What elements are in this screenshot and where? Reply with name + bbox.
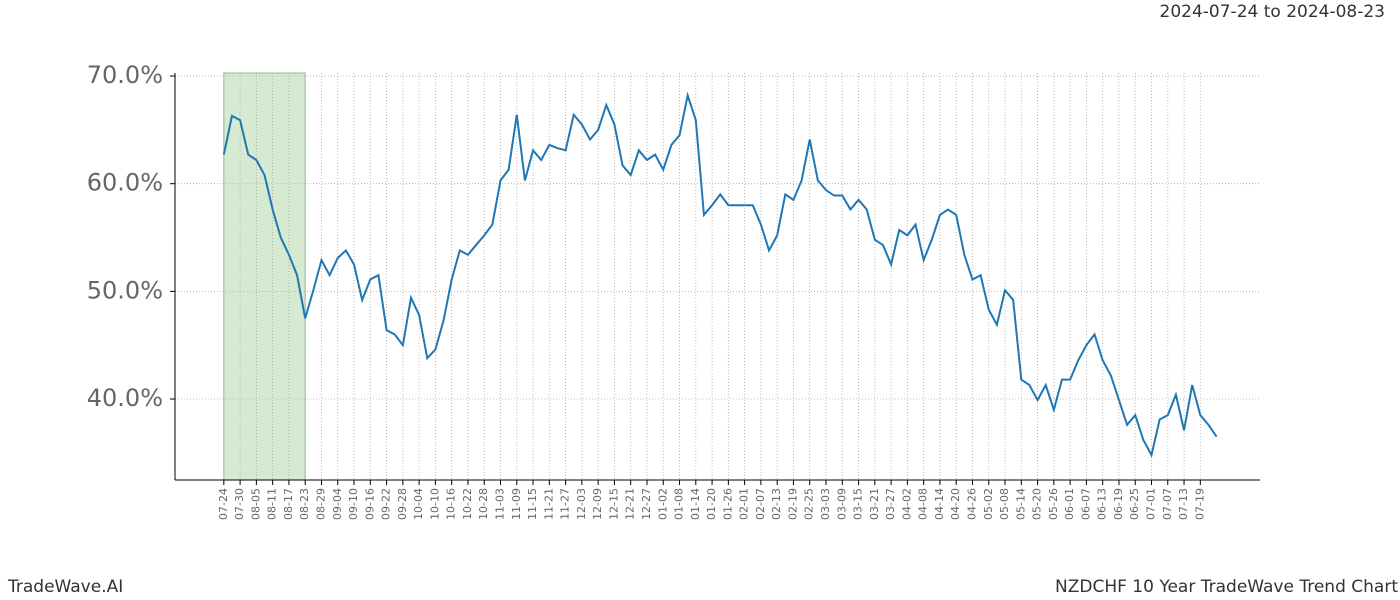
x-tick-label: 04-20: [949, 488, 962, 520]
x-tick-label: 10-10: [428, 488, 441, 520]
x-tick-label: 08-11: [266, 488, 279, 520]
x-tick-label: 09-16: [363, 488, 376, 520]
x-tick-label: 09-10: [347, 488, 360, 520]
x-tick-label: 07-01: [1145, 488, 1158, 520]
y-tick-label: 60.0%: [87, 169, 163, 197]
x-tick-label: 07-13: [1177, 488, 1190, 520]
x-tick-label: 02-07: [754, 488, 767, 520]
brand: TradeWave.AI: [7, 577, 123, 597]
x-tick-label: 09-22: [380, 488, 393, 520]
x-tick-label: 06-25: [1128, 488, 1141, 520]
x-tick-label: 11-27: [559, 488, 572, 520]
x-tick-label: 11-21: [542, 488, 555, 520]
x-tick-label: 08-29: [314, 488, 327, 520]
x-tick-label: 06-01: [1063, 488, 1076, 520]
x-tick-label: 07-19: [1193, 488, 1206, 520]
y-tick-label: 70.0%: [87, 61, 163, 89]
x-tick-label: 03-27: [884, 488, 897, 520]
x-tick-label: 12-03: [575, 488, 588, 520]
x-tick-label: 02-13: [770, 488, 783, 520]
x-tick-label: 04-08: [917, 488, 930, 520]
x-tick-label: 01-20: [705, 488, 718, 520]
x-tick-label: 05-02: [982, 488, 995, 520]
x-tick-label: 07-24: [217, 488, 230, 520]
x-tick-label: 03-15: [852, 488, 865, 520]
x-tick-label: 07-07: [1161, 488, 1174, 520]
x-tick-label: 05-14: [1014, 488, 1027, 520]
x-tick-label: 12-27: [640, 488, 653, 520]
x-tick-label: 07-30: [233, 488, 246, 520]
x-tick-label: 10-28: [477, 488, 490, 520]
y-tick-label: 50.0%: [87, 276, 163, 304]
x-tick-label: 03-09: [835, 488, 848, 520]
x-tick-label: 02-01: [738, 488, 751, 520]
x-tick-label: 08-05: [249, 488, 262, 520]
x-tick-label: 09-04: [331, 488, 344, 520]
trend-line: [222, 91, 1218, 458]
x-tick-label: 12-15: [607, 488, 620, 520]
x-tick-label: 11-09: [510, 488, 523, 520]
x-tick-label: 01-02: [656, 488, 669, 520]
x-tick-label: 11-15: [526, 488, 539, 520]
x-tick-label: 12-21: [624, 488, 637, 520]
x-tick-label: 05-20: [1031, 488, 1044, 520]
x-tick-label: 08-23: [298, 488, 311, 520]
highlight-region: [223, 72, 306, 481]
x-tick-label: 09-28: [396, 488, 409, 520]
x-tick-label: 04-02: [900, 488, 913, 520]
date-range: 2024-07-24 to 2024-08-23: [1160, 2, 1385, 22]
x-tick-label: 02-25: [803, 488, 816, 520]
x-tick-label: 10-22: [461, 488, 474, 520]
x-tick-label: 04-14: [933, 488, 946, 520]
x-tick-label: 10-04: [412, 488, 425, 520]
x-tick-label: 06-19: [1112, 488, 1125, 520]
x-tick-label: 01-26: [721, 488, 734, 520]
x-tick-label: 06-07: [1079, 488, 1092, 520]
x-tick-label: 04-26: [965, 488, 978, 520]
x-tick-label: 03-03: [819, 488, 832, 520]
chart-title: NZDCHF 10 Year TradeWave Trend Chart: [1055, 577, 1398, 597]
x-tick-label: 05-26: [1047, 488, 1060, 520]
x-tick-label: 08-17: [282, 488, 295, 520]
x-tick-label: 12-09: [591, 488, 604, 520]
x-tick-label: 02-19: [786, 488, 799, 520]
x-tick-label: 01-14: [689, 488, 702, 520]
x-tick-label: 10-16: [445, 488, 458, 520]
x-tick-label: 03-21: [868, 488, 881, 520]
y-tick-label: 40.0%: [87, 384, 163, 412]
x-tick-label: 11-03: [494, 488, 507, 520]
x-tick-label: 06-13: [1096, 488, 1109, 520]
x-tick-label: 01-08: [673, 488, 686, 520]
x-tick-label: 05-08: [998, 488, 1011, 520]
